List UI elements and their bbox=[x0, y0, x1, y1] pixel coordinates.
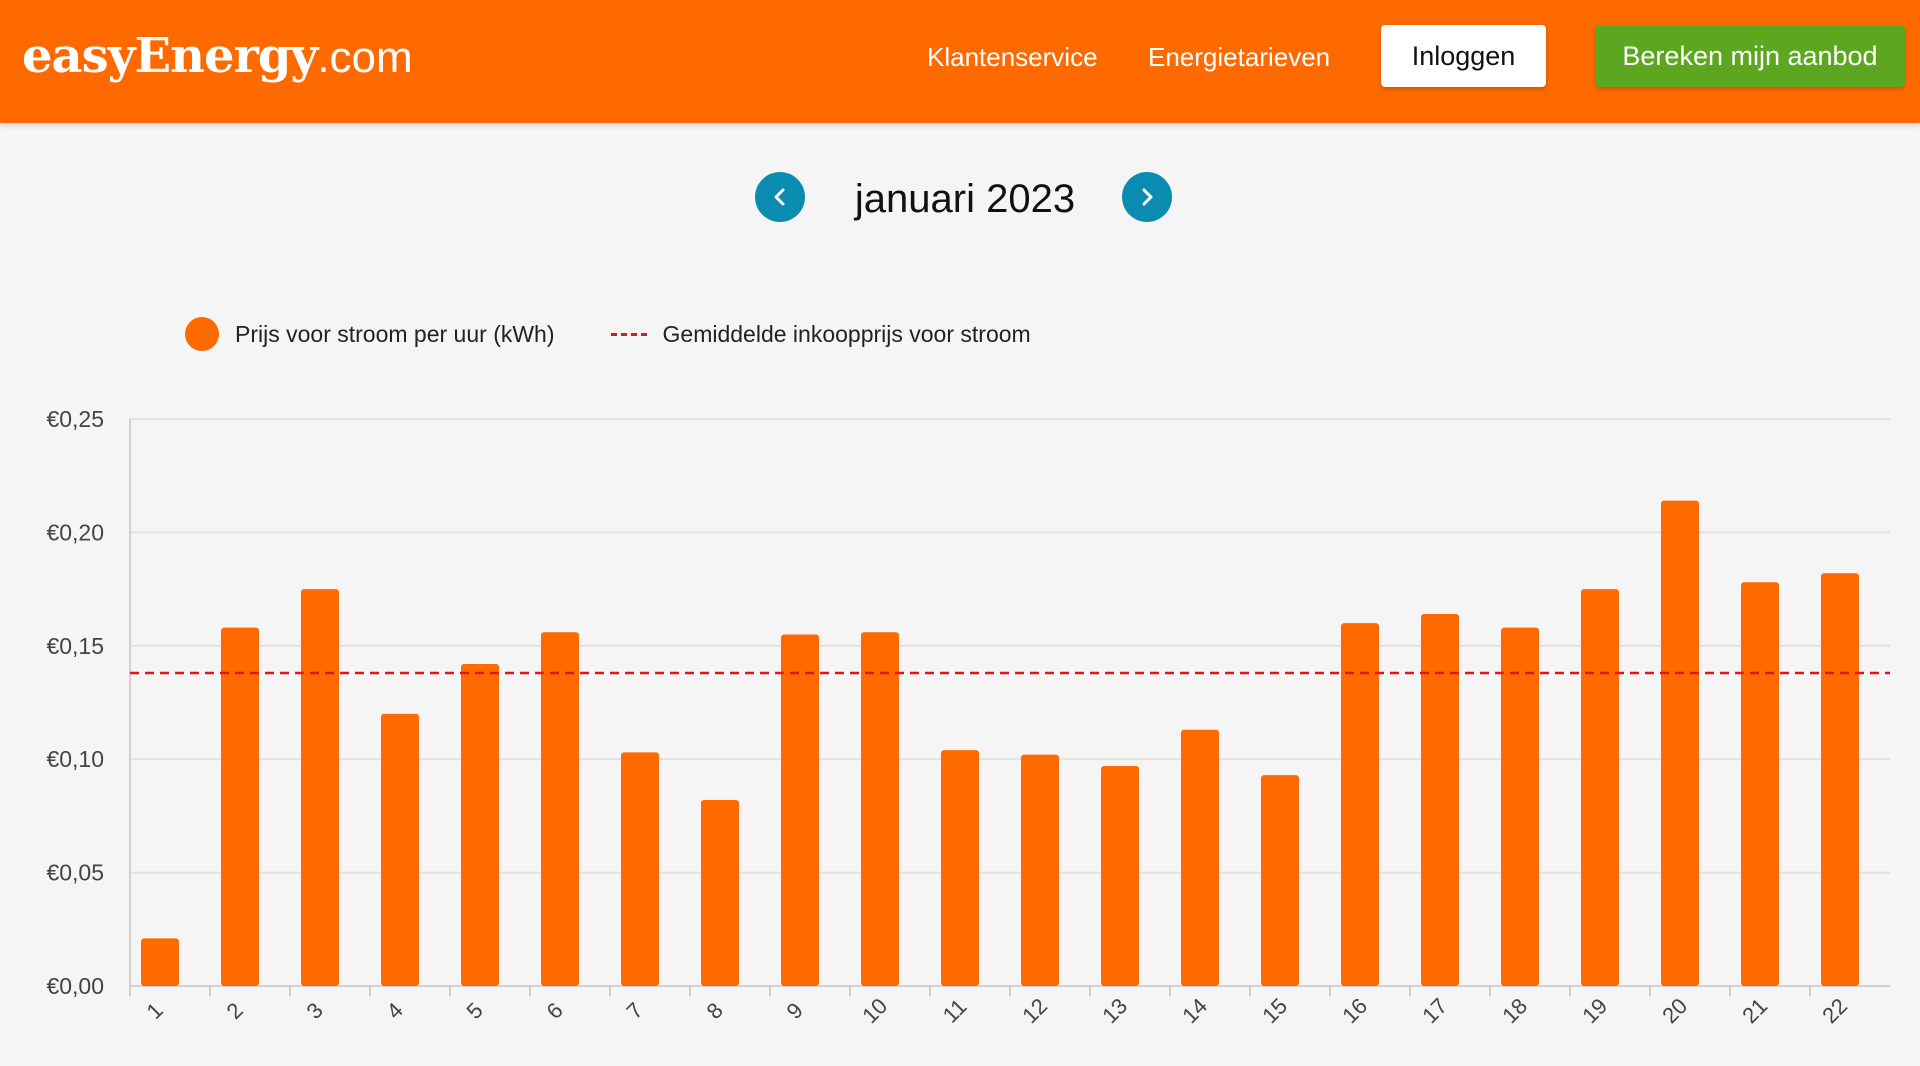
login-button[interactable]: Inloggen bbox=[1381, 25, 1546, 87]
bar-day-17 bbox=[1421, 614, 1459, 986]
logo-tld-text: .com bbox=[317, 33, 413, 82]
x-tick-label: 9 bbox=[782, 998, 808, 1024]
x-tick-label: 1 bbox=[142, 998, 168, 1024]
chevron-left-icon bbox=[774, 188, 785, 206]
y-tick-label: €0,25 bbox=[46, 406, 104, 432]
nav-link-klantenservice[interactable]: Klantenservice bbox=[927, 42, 1098, 72]
x-tick-label: 14 bbox=[1177, 993, 1212, 1028]
bar-day-2 bbox=[221, 627, 259, 986]
x-tick-label: 22 bbox=[1817, 993, 1852, 1028]
x-tick-label: 21 bbox=[1737, 993, 1772, 1028]
bar-day-22 bbox=[1821, 573, 1859, 986]
bar-day-8 bbox=[701, 800, 739, 986]
bar-day-4 bbox=[381, 713, 419, 986]
prev-month-button[interactable] bbox=[755, 172, 805, 222]
bar-day-21 bbox=[1741, 582, 1779, 986]
x-tick-label: 15 bbox=[1257, 993, 1292, 1028]
x-tick-label: 10 bbox=[857, 993, 892, 1028]
x-tick-label: 5 bbox=[462, 998, 488, 1024]
bar-day-1 bbox=[141, 938, 179, 986]
x-tick-label: 6 bbox=[542, 998, 568, 1024]
logo-brand-text: easyEnergy bbox=[22, 28, 318, 84]
bar-day-11 bbox=[941, 750, 979, 986]
y-tick-label: €0,15 bbox=[46, 633, 104, 659]
y-tick-label: €0,05 bbox=[46, 860, 104, 886]
bar-day-13 bbox=[1101, 766, 1139, 986]
x-tick-label: 7 bbox=[622, 998, 648, 1024]
bar-day-3 bbox=[301, 589, 339, 986]
legend-average-label: Gemiddelde inkoopprijs voor stroom bbox=[662, 320, 1031, 347]
legend-price-marker bbox=[185, 317, 219, 351]
month-title: januari 2023 bbox=[854, 177, 1076, 221]
site-header: easyEnergy .com Klantenservice Energieta… bbox=[0, 0, 1920, 123]
x-tick-label: 8 bbox=[702, 998, 728, 1024]
price-bar-chart: €0,00€0,05€0,10€0,15€0,20€0,251 2 3 4 5 6 7 8 9 1… bbox=[46, 406, 1890, 1028]
bar-day-7 bbox=[621, 752, 659, 986]
bar-day-18 bbox=[1501, 627, 1539, 986]
site-logo[interactable]: easyEnergy .com bbox=[22, 28, 413, 98]
x-tick-label: 16 bbox=[1337, 993, 1372, 1028]
x-tick-label: 17 bbox=[1417, 993, 1452, 1028]
x-tick-label: 12 bbox=[1017, 993, 1052, 1028]
x-tick-label: 4 bbox=[382, 998, 408, 1024]
x-tick-label: 18 bbox=[1497, 993, 1532, 1028]
calculate-offer-button[interactable]: Bereken mijn aanbod bbox=[1595, 25, 1905, 87]
bar-day-9 bbox=[781, 634, 819, 986]
chart-legend: Prijs voor stroom per uur (kWh) Gemiddel… bbox=[185, 314, 1031, 354]
bar-day-19 bbox=[1581, 589, 1619, 986]
bar-day-12 bbox=[1021, 754, 1059, 986]
x-tick-label: 20 bbox=[1657, 993, 1692, 1028]
chevron-right-icon bbox=[1142, 188, 1153, 206]
y-tick-label: €0,00 bbox=[46, 973, 104, 999]
bar-day-6 bbox=[541, 632, 579, 986]
x-tick-label: 13 bbox=[1097, 993, 1132, 1028]
legend-price-label: Prijs voor stroom per uur (kWh) bbox=[235, 320, 555, 347]
bar-day-15 bbox=[1261, 775, 1299, 986]
bar-day-10 bbox=[861, 632, 899, 986]
bar-day-14 bbox=[1181, 729, 1219, 986]
next-month-button[interactable] bbox=[1122, 172, 1172, 222]
x-tick-label: 2 bbox=[222, 998, 248, 1024]
x-tick-label: 19 bbox=[1577, 993, 1612, 1028]
x-tick-label: 3 bbox=[302, 998, 328, 1024]
y-tick-label: €0,10 bbox=[46, 746, 104, 772]
bar-day-20 bbox=[1661, 500, 1699, 986]
bar-day-16 bbox=[1341, 623, 1379, 986]
nav-link-energietarieven[interactable]: Energietarieven bbox=[1148, 42, 1331, 72]
legend-average-marker bbox=[610, 332, 647, 336]
bar-day-5 bbox=[461, 663, 499, 986]
y-tick-label: €0,20 bbox=[46, 519, 104, 545]
x-tick-label: 11 bbox=[938, 994, 972, 1028]
